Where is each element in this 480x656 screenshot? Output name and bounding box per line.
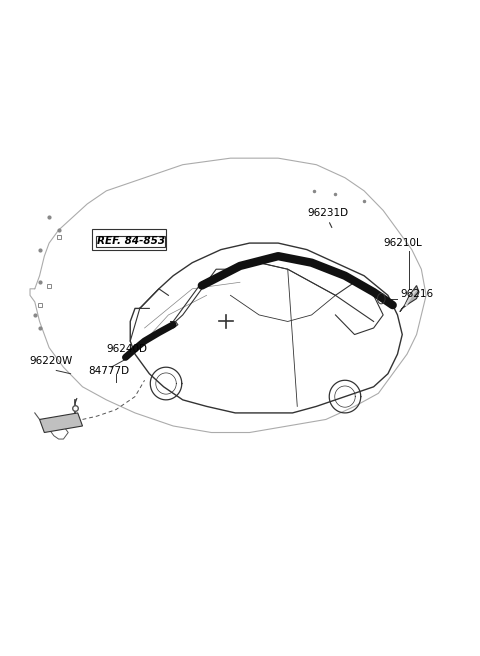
Polygon shape xyxy=(400,285,419,312)
Text: 96210L: 96210L xyxy=(383,238,421,249)
Polygon shape xyxy=(39,413,83,432)
FancyBboxPatch shape xyxy=(92,229,166,250)
Text: REF. 84-853: REF. 84-853 xyxy=(97,236,165,246)
Text: 96220W: 96220W xyxy=(30,356,73,366)
Text: 96240D: 96240D xyxy=(106,344,147,354)
Text: 84777D: 84777D xyxy=(88,365,129,376)
Text: 96231D: 96231D xyxy=(308,208,349,218)
Text: 96216: 96216 xyxy=(401,289,434,299)
